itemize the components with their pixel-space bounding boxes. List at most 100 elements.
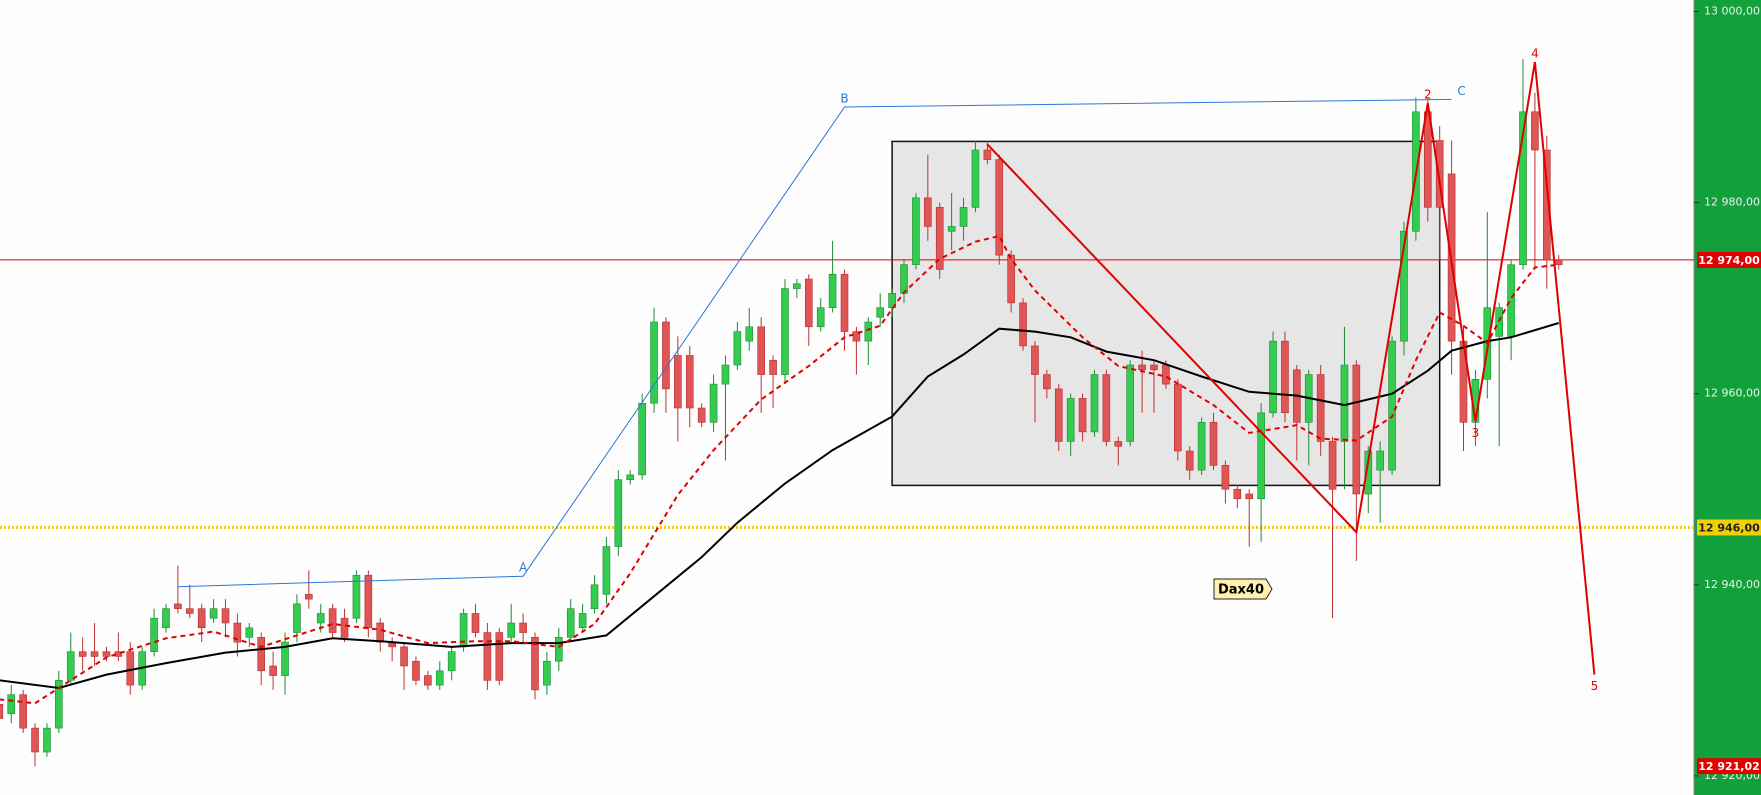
- price-tag-label: 12 974,00: [1698, 254, 1760, 267]
- candle-body: [412, 660, 420, 681]
- candle-body: [626, 474, 635, 480]
- candle-body: [685, 355, 694, 409]
- marker-box: [1213, 578, 1273, 600]
- candle-body: [1066, 398, 1075, 442]
- candle-body: [31, 727, 39, 753]
- candle-body: [1543, 149, 1551, 261]
- candle-body: [1138, 364, 1146, 371]
- candle-body: [1043, 374, 1051, 390]
- candle-body: [293, 603, 301, 633]
- range-box: [891, 140, 1441, 487]
- candle-body: [1114, 441, 1123, 447]
- candle-body: [1245, 493, 1254, 500]
- candle-body: [1364, 450, 1373, 495]
- wave-label: 5: [1591, 679, 1599, 693]
- wave-label: B: [840, 92, 848, 106]
- candle-body: [709, 383, 718, 423]
- candle-body: [852, 331, 861, 342]
- candle-body: [281, 641, 289, 676]
- candle-body: [126, 651, 135, 686]
- wave-line: [986, 61, 1596, 675]
- candle-body: [638, 402, 646, 476]
- candle-body: [447, 651, 456, 672]
- candle-body: [912, 197, 920, 265]
- candle-body: [150, 617, 158, 652]
- candle-body: [66, 651, 75, 681]
- candle-body: [793, 283, 801, 289]
- candle-body: [435, 670, 444, 686]
- candle-body: [1162, 364, 1170, 385]
- price-tag: [1697, 519, 1761, 536]
- candle-body: [174, 603, 182, 609]
- candle-body: [650, 321, 658, 404]
- candle-body: [1328, 441, 1337, 490]
- candle-body: [1209, 422, 1218, 466]
- candle-body: [102, 651, 111, 657]
- wave-label: A: [519, 561, 528, 575]
- candle-body: [78, 651, 87, 657]
- candle-body: [162, 608, 170, 629]
- candle-body: [1495, 307, 1504, 337]
- candle-body: [959, 207, 968, 227]
- candle-body: [578, 613, 587, 629]
- candle-body: [1257, 412, 1265, 500]
- candle-body: [781, 288, 789, 375]
- candle-body: [19, 694, 27, 729]
- candle-body: [804, 278, 813, 328]
- candle-body: [43, 727, 51, 753]
- candle-body: [90, 651, 99, 657]
- candle-body: [1007, 254, 1015, 304]
- axis: 13 000,00 12 980,00 12 960,00 12 940,00 12 9…: [1694, 4, 1761, 782]
- candle-body: [995, 159, 1004, 256]
- candle-body: [352, 574, 361, 619]
- candle-body: [55, 680, 63, 729]
- candle-body: [1233, 488, 1242, 500]
- candle-body: [1316, 374, 1325, 442]
- candle-body: [1126, 364, 1134, 442]
- wave-label: C: [1457, 84, 1465, 98]
- candle-body: [221, 608, 230, 624]
- moving-average: [0, 234, 1559, 705]
- candle-body: [7, 694, 16, 715]
- candle-body: [662, 321, 670, 390]
- price-tag: [1697, 251, 1761, 268]
- candle-body: [185, 608, 194, 614]
- wave-label: 2: [1424, 88, 1432, 102]
- candle-body: [1221, 465, 1230, 490]
- price-tag-label: 12 946,00: [1698, 521, 1760, 534]
- candle-body: [674, 355, 682, 409]
- price-tag-label: 12 921,02: [1698, 760, 1760, 773]
- candle-body: [733, 331, 742, 366]
- price-tag: [1697, 758, 1761, 775]
- candle-body: [971, 149, 980, 208]
- candle-body: [614, 479, 623, 547]
- candle-body: [1031, 345, 1039, 375]
- candle-body: [555, 637, 563, 662]
- candle-body: [483, 632, 492, 681]
- candle-body: [1090, 374, 1099, 433]
- candle-body: [924, 197, 932, 227]
- wave-label: 3: [1472, 426, 1480, 440]
- candle-body: [197, 608, 206, 629]
- candle-body: [495, 632, 504, 681]
- candle-body: [340, 617, 349, 638]
- candle-body: [745, 326, 754, 342]
- candle-body: [876, 307, 885, 318]
- candle-body: [590, 584, 599, 609]
- candle-body: [864, 321, 873, 342]
- candle-body: [1340, 364, 1349, 442]
- plot: A B C 2 3 4 5 Dax40: [0, 47, 1694, 767]
- candle-body: [947, 226, 956, 232]
- candle-body: [1054, 388, 1063, 442]
- y-tick-label: 12 960,00: [1704, 387, 1760, 400]
- candle-body: [769, 359, 777, 375]
- wave-line: [177, 98, 1452, 588]
- candle-body: [935, 207, 944, 270]
- candle-body: [1150, 364, 1158, 371]
- marker-label: Dax40: [1218, 583, 1264, 598]
- wave-label: 4: [1531, 47, 1539, 61]
- candle-body: [1281, 340, 1289, 414]
- candle-body: [376, 622, 385, 643]
- candle-body: [257, 637, 266, 672]
